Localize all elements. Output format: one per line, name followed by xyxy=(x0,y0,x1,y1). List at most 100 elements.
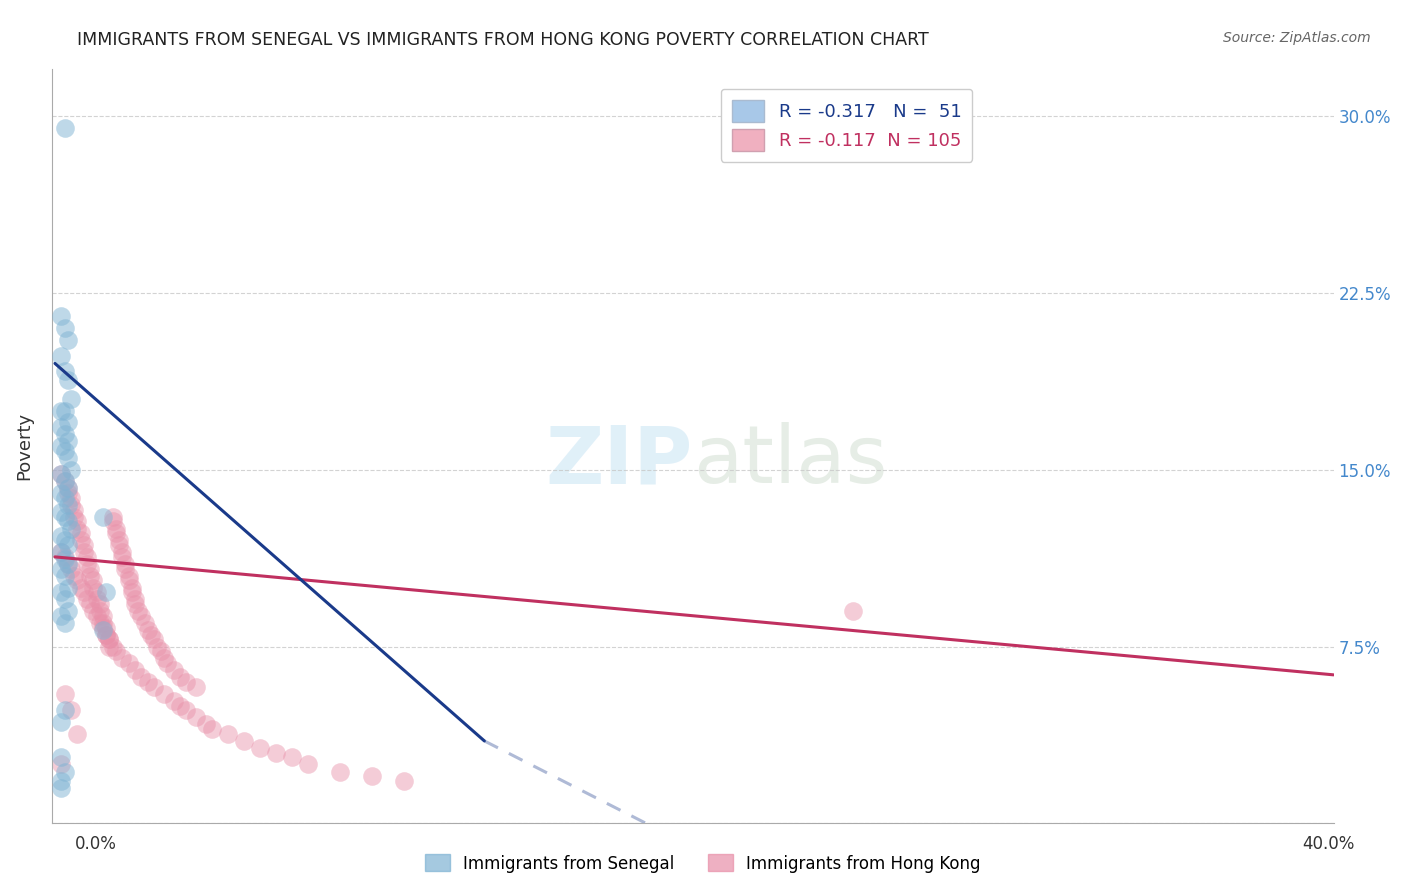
Point xyxy=(51,545,73,559)
Point xyxy=(162,663,184,677)
Point xyxy=(361,769,384,783)
Point xyxy=(56,486,79,500)
Point xyxy=(169,670,191,684)
Point xyxy=(51,774,73,789)
Point xyxy=(53,533,76,548)
Point xyxy=(56,498,79,512)
Point xyxy=(86,585,108,599)
Point xyxy=(146,640,169,654)
Point xyxy=(51,608,73,623)
Point xyxy=(51,310,73,324)
Point xyxy=(108,533,131,548)
Point xyxy=(101,509,124,524)
Point xyxy=(118,656,141,670)
Point xyxy=(89,597,111,611)
Point xyxy=(51,420,73,434)
Point xyxy=(66,515,89,529)
Point xyxy=(53,475,76,489)
Point xyxy=(69,526,91,541)
Point xyxy=(51,750,73,764)
Point xyxy=(98,632,121,647)
Point xyxy=(136,674,159,689)
Point xyxy=(104,522,127,536)
Point xyxy=(53,491,76,505)
Point xyxy=(51,439,73,453)
Point xyxy=(194,717,217,731)
Point xyxy=(136,623,159,637)
Text: 40.0%: 40.0% xyxy=(1302,835,1355,853)
Point xyxy=(51,486,73,500)
Text: 0.0%: 0.0% xyxy=(75,835,117,853)
Point xyxy=(127,604,149,618)
Point xyxy=(98,640,121,654)
Point xyxy=(56,515,79,529)
Point xyxy=(56,333,79,347)
Point xyxy=(281,750,304,764)
Point xyxy=(69,533,91,548)
Point xyxy=(184,710,207,724)
Point xyxy=(842,604,865,618)
Point xyxy=(56,482,79,496)
Point xyxy=(169,698,191,713)
Point xyxy=(53,687,76,701)
Point xyxy=(53,363,76,377)
Point xyxy=(121,585,143,599)
Point xyxy=(91,621,114,635)
Point xyxy=(162,694,184,708)
Point xyxy=(149,644,172,658)
Point xyxy=(76,592,98,607)
Point xyxy=(53,568,76,582)
Point xyxy=(184,680,207,694)
Point xyxy=(111,545,134,559)
Point xyxy=(69,581,91,595)
Point xyxy=(59,491,82,505)
Point xyxy=(249,741,271,756)
Point xyxy=(143,680,166,694)
Point xyxy=(53,615,76,630)
Point xyxy=(114,557,136,571)
Text: ZIP: ZIP xyxy=(546,422,693,500)
Point xyxy=(118,568,141,582)
Point xyxy=(96,621,118,635)
Point xyxy=(53,427,76,442)
Point xyxy=(66,727,89,741)
Point xyxy=(114,562,136,576)
Legend: Immigrants from Senegal, Immigrants from Hong Kong: Immigrants from Senegal, Immigrants from… xyxy=(419,847,987,880)
Point xyxy=(86,592,108,607)
Point xyxy=(53,549,76,564)
Point xyxy=(101,515,124,529)
Point xyxy=(51,757,73,772)
Point xyxy=(176,703,198,717)
Point xyxy=(134,615,156,630)
Point xyxy=(124,663,146,677)
Point xyxy=(297,757,319,772)
Point xyxy=(96,628,118,642)
Text: Source: ZipAtlas.com: Source: ZipAtlas.com xyxy=(1223,31,1371,45)
Point xyxy=(91,615,114,630)
Point xyxy=(233,734,256,748)
Point xyxy=(59,562,82,576)
Point xyxy=(73,538,96,552)
Point xyxy=(264,746,287,760)
Point xyxy=(131,608,153,623)
Point xyxy=(201,722,224,736)
Point xyxy=(91,623,114,637)
Point xyxy=(63,502,86,516)
Point xyxy=(73,545,96,559)
Point xyxy=(51,529,73,543)
Point xyxy=(56,557,79,571)
Point xyxy=(96,585,118,599)
Point xyxy=(118,574,141,588)
Point xyxy=(56,450,79,465)
Point xyxy=(51,349,73,363)
Text: IMMIGRANTS FROM SENEGAL VS IMMIGRANTS FROM HONG KONG POVERTY CORRELATION CHART: IMMIGRANTS FROM SENEGAL VS IMMIGRANTS FR… xyxy=(77,31,929,49)
Point xyxy=(53,764,76,779)
Point xyxy=(66,574,89,588)
Point xyxy=(53,120,76,135)
Point xyxy=(73,585,96,599)
Point xyxy=(53,509,76,524)
Y-axis label: Poverty: Poverty xyxy=(15,412,32,480)
Point xyxy=(56,581,79,595)
Point xyxy=(59,703,82,717)
Point xyxy=(156,656,179,670)
